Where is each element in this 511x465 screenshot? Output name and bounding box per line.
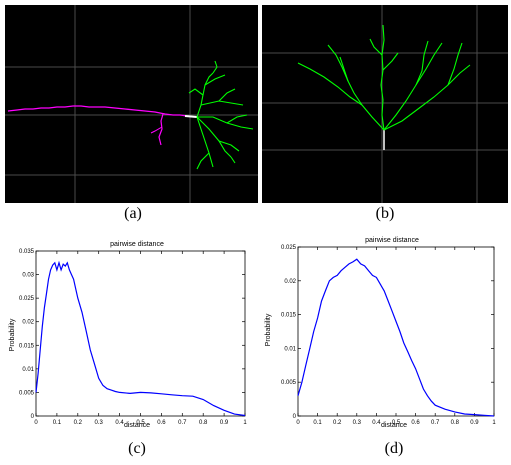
chart-d-x-tick-label: 1 xyxy=(492,420,496,426)
dendrite-branch xyxy=(218,88,236,102)
chart-d-xlabel: distance xyxy=(381,422,407,429)
chart-d-x-tick-label: 0 xyxy=(296,420,300,426)
chart-d-y-tick-label: 0 xyxy=(293,414,297,420)
chart-c-y-tick-label: 0.025 xyxy=(19,296,35,302)
chart-c-title: pairwise distance xyxy=(110,241,164,248)
dendrite-branch xyxy=(196,116,214,168)
chart-d-y-tick-label: 0.02 xyxy=(284,279,296,285)
chart-d-y-tick-label: 0.005 xyxy=(281,380,297,386)
chart-c-y-tick-label: 0.015 xyxy=(19,343,35,349)
chart-c-plot-frame xyxy=(35,250,246,417)
chart-d-x-tick-label: 0.3 xyxy=(353,420,362,426)
dendrite-branch xyxy=(188,88,204,96)
dendrite-branch xyxy=(212,60,218,74)
chart-c-series-line xyxy=(35,260,246,417)
chart-d-x-tick-label: 0.5 xyxy=(392,420,401,426)
chart-d-series-line xyxy=(297,258,495,417)
chart-c-x-tick-label: 0.7 xyxy=(178,420,187,426)
chart-d-x-tick-label: 0.1 xyxy=(313,420,322,426)
chart-c-x-tick-label: 0.2 xyxy=(74,420,83,426)
chart-c-x-tick-label: 0.5 xyxy=(136,420,145,426)
dendrite-branch xyxy=(447,42,463,86)
chart-c-x-tick-label: 0.3 xyxy=(95,420,104,426)
chart-d-title: pairwise distance xyxy=(365,237,419,244)
dendrite-branch xyxy=(200,100,244,106)
chart-c-y-tick-label: 0.005 xyxy=(19,390,35,396)
chart-d-x-tick-label: 0.6 xyxy=(411,420,420,426)
caption-d: (d) xyxy=(384,440,404,457)
dendrite-branch xyxy=(383,42,443,131)
dendrite-branch xyxy=(196,72,214,118)
chart-c-y-tick-label: 0.01 xyxy=(22,367,34,373)
caption-b: (b) xyxy=(375,205,395,222)
chart-c-x-tick-label: 0.8 xyxy=(199,420,208,426)
dendrite-branch xyxy=(415,40,429,86)
chart-c-x-tick-label: 0.6 xyxy=(157,420,166,426)
dendrite-branch xyxy=(327,44,349,82)
chart-c-y-tick-label: 0.02 xyxy=(22,320,34,326)
dendrite-branch xyxy=(339,56,385,131)
panel-b-image xyxy=(262,5,508,203)
axon-branch xyxy=(158,113,164,146)
chart-d-y-tick-label: 0.01 xyxy=(284,346,296,352)
dendrite-branch xyxy=(226,114,248,124)
chart-c-y-tick-label: 0 xyxy=(31,414,35,420)
chart-d-x-tick-label: 0.7 xyxy=(431,420,440,426)
caption-a: (a) xyxy=(124,205,142,222)
axon-trace xyxy=(7,105,188,117)
chart-d-y-tick-label: 0.015 xyxy=(281,313,297,319)
chart-d-x-tick-label: 0.8 xyxy=(451,420,460,426)
neuron-a-svg xyxy=(5,5,258,203)
soma-segment xyxy=(184,115,198,118)
dendrite-branch xyxy=(196,152,210,170)
chart-c-x-tick-label: 0.1 xyxy=(53,420,62,426)
dendrite-branch xyxy=(218,140,240,152)
chart-d-x-tick-label: 0.2 xyxy=(333,420,342,426)
panel-a-image xyxy=(5,5,258,203)
chart-c-x-tick-label: 1 xyxy=(243,420,247,426)
chart-c-x-tick-label: 0 xyxy=(34,420,38,426)
caption-c: (c) xyxy=(128,440,146,457)
chart-d-y-tick-label: 0.025 xyxy=(281,245,297,251)
chart-d-x-tick-label: 0.9 xyxy=(470,420,479,426)
dendrite-branch xyxy=(197,116,254,130)
dendrite-branch xyxy=(297,62,363,106)
chart-d-ylabel: Probability xyxy=(265,313,272,346)
dendrite-branch xyxy=(204,74,226,86)
chart-c-ylabel: Probability xyxy=(9,318,16,351)
axon-branch xyxy=(150,126,163,134)
dendrite-branch xyxy=(383,64,471,131)
dendrite-branch xyxy=(369,38,383,56)
neuron-b-svg xyxy=(262,5,508,203)
dendrite-branch xyxy=(230,156,236,164)
chart-c-x-tick-label: 0.9 xyxy=(220,420,229,426)
chart-d-x-tick-label: 0.4 xyxy=(372,420,381,426)
chart-c-x-tick-label: 0.4 xyxy=(115,420,124,426)
chart-c-y-tick-label: 0.03 xyxy=(22,273,34,279)
chart-c-y-tick-label: 0.035 xyxy=(19,249,35,255)
chart-c-xlabel: distance xyxy=(124,422,150,429)
dendrite-branch xyxy=(382,52,399,71)
dendrite-branch xyxy=(380,24,385,131)
chart-d-plot-frame xyxy=(297,246,495,417)
